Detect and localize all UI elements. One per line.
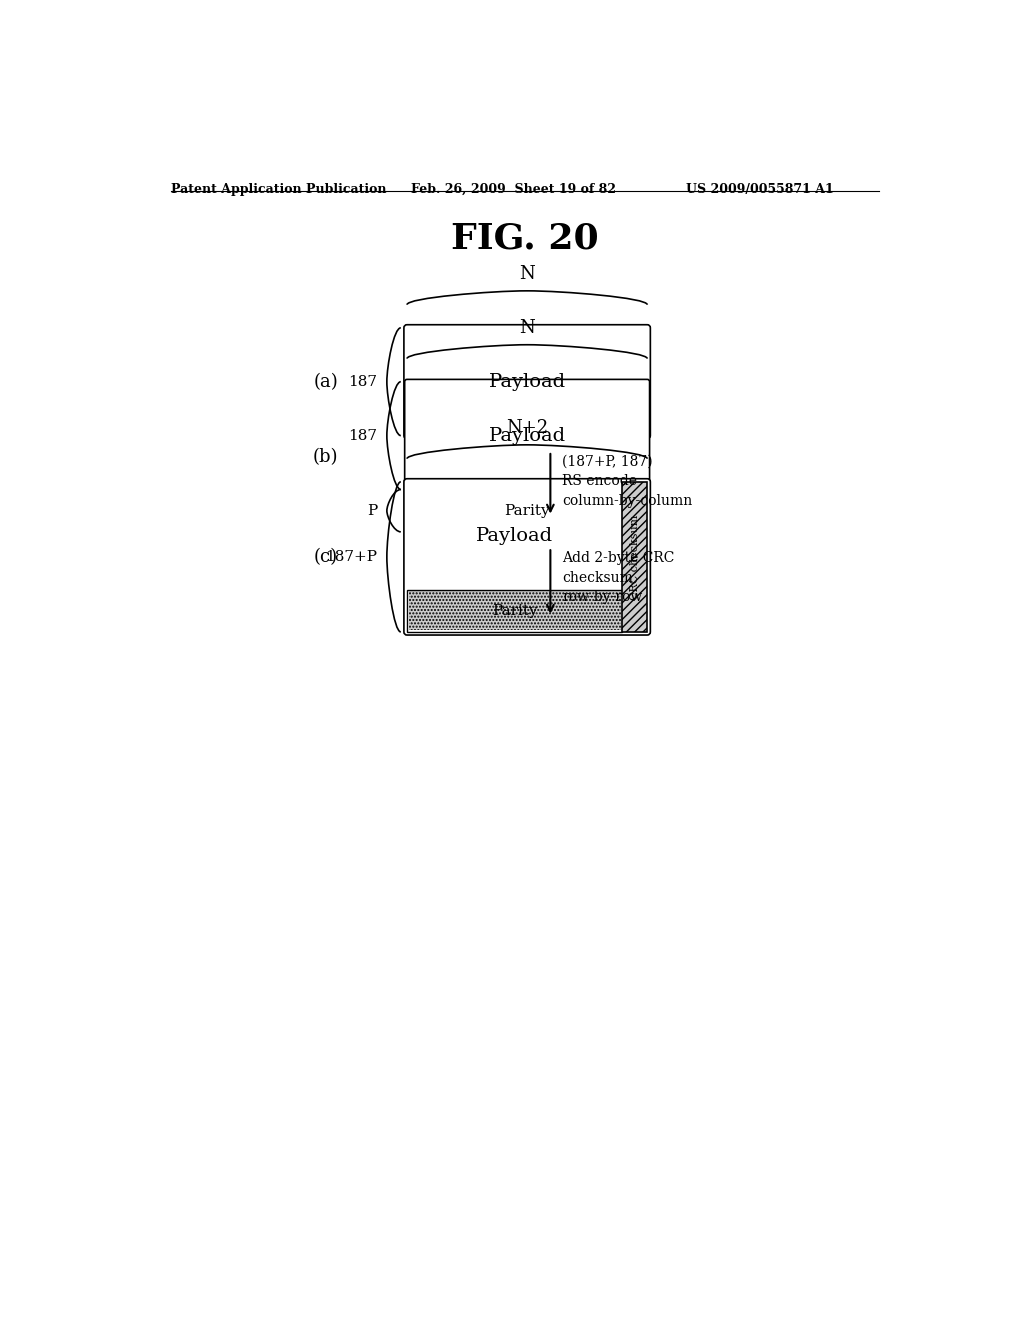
Text: 187: 187 — [348, 429, 378, 442]
Text: N: N — [519, 265, 535, 284]
Text: FIG. 20: FIG. 20 — [451, 222, 599, 256]
FancyBboxPatch shape — [404, 379, 649, 492]
Text: CRC checksum: CRC checksum — [630, 515, 640, 599]
Text: (b): (b) — [313, 447, 338, 466]
Bar — [409, 591, 621, 631]
Text: Add 2-byte CRC
checksum
row-by-row: Add 2-byte CRC checksum row-by-row — [562, 552, 675, 605]
Text: N+2: N+2 — [506, 420, 548, 437]
Text: Payload: Payload — [488, 426, 565, 445]
Text: P: P — [368, 504, 378, 517]
Text: Parity: Parity — [504, 504, 550, 517]
Text: (c): (c) — [313, 548, 338, 566]
FancyBboxPatch shape — [403, 479, 650, 635]
Text: Feb. 26, 2009  Sheet 19 of 82: Feb. 26, 2009 Sheet 19 of 82 — [411, 183, 615, 197]
Text: Payload: Payload — [488, 372, 565, 391]
Bar — [407, 490, 647, 532]
Text: Payload: Payload — [476, 527, 553, 545]
Text: Patent Application Publication: Patent Application Publication — [171, 183, 386, 197]
Text: 187+P: 187+P — [326, 550, 378, 564]
Text: (187+P, 187)
RS encode
column-by-column: (187+P, 187) RS encode column-by-column — [562, 455, 692, 508]
Text: (a): (a) — [313, 372, 338, 391]
Bar — [623, 482, 647, 632]
Bar — [407, 590, 623, 632]
Text: Parity: Parity — [492, 603, 538, 618]
Text: 187: 187 — [348, 375, 378, 388]
FancyBboxPatch shape — [403, 325, 650, 438]
Text: US 2009/0055871 A1: US 2009/0055871 A1 — [686, 183, 834, 197]
Text: N: N — [519, 319, 535, 337]
